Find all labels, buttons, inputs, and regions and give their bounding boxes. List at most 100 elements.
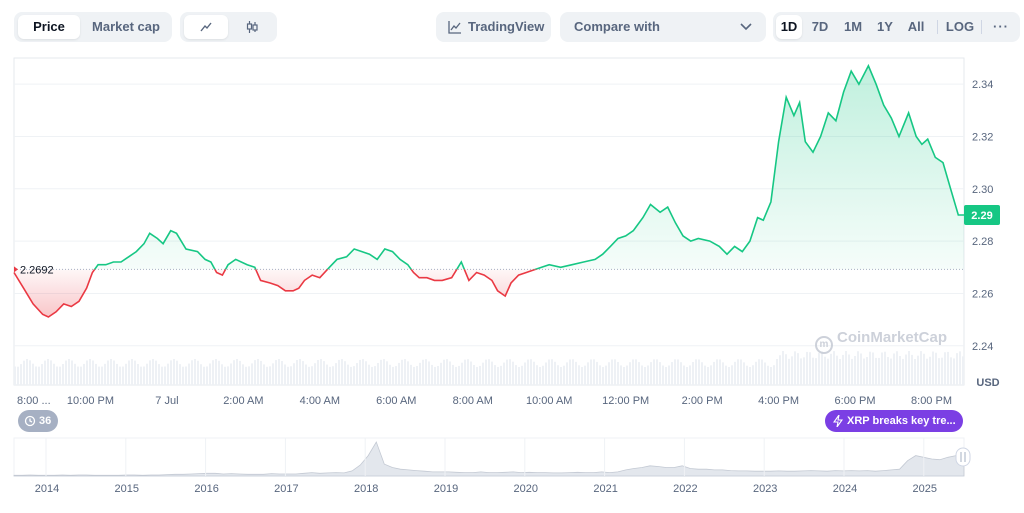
volume-bar: [377, 362, 379, 385]
range-1y[interactable]: 1Y: [877, 19, 893, 34]
volume-bar: [617, 361, 619, 385]
navigator-year-label: 2015: [115, 483, 139, 495]
volume-bar: [353, 366, 355, 385]
volume-bar: [872, 352, 874, 385]
volume-bar: [923, 353, 925, 385]
volume-bar: [134, 360, 136, 385]
volume-bar: [767, 365, 769, 385]
volume-bar: [137, 364, 139, 385]
range-1m[interactable]: 1M: [843, 19, 863, 34]
news-event-badge[interactable]: XRP breaks key tre...: [825, 410, 963, 432]
volume-bar: [677, 359, 679, 385]
volume-bar: [530, 359, 532, 385]
volume-bar: [179, 364, 181, 385]
range-all[interactable]: All: [907, 19, 925, 34]
volume-bar: [350, 366, 352, 385]
volume-bar: [98, 366, 100, 385]
candlestick-button[interactable]: [230, 15, 274, 39]
volume-bar: [62, 363, 64, 385]
range-1d[interactable]: 1D: [776, 15, 802, 39]
lightning-icon: [833, 415, 843, 427]
volume-bar: [404, 359, 406, 385]
volume-bar: [656, 359, 658, 385]
line-chart-button[interactable]: [184, 15, 228, 39]
volume-bar: [956, 353, 958, 385]
volume-bar: [800, 358, 802, 385]
volume-bar: [911, 354, 913, 385]
volume-bar: [308, 366, 310, 385]
volume-bar: [77, 366, 79, 385]
navigator-frame: [13, 437, 965, 477]
compare-with-label: Compare with: [574, 19, 660, 34]
volume-bar: [311, 366, 313, 385]
volume-bar: [527, 359, 529, 385]
volume-bar: [116, 363, 118, 385]
x-tick-label: 4:00 AM: [300, 395, 340, 407]
volume-bar: [599, 365, 601, 385]
volume-bar: [827, 358, 829, 385]
volume-bar: [467, 359, 469, 385]
volume-bar: [725, 365, 727, 385]
volume-bar: [389, 364, 391, 385]
x-tick-label: 12:00 PM: [602, 395, 649, 407]
volume-bar: [314, 363, 316, 385]
volume-bar: [347, 364, 349, 385]
volume-bar: [401, 359, 403, 385]
volume-bar: [794, 351, 796, 385]
volume-bar: [590, 359, 592, 385]
volume-bar: [707, 366, 709, 385]
volume-bar: [788, 358, 790, 385]
tab-price[interactable]: Price: [18, 15, 80, 39]
volume-bar: [209, 363, 211, 385]
volume-bar: [818, 352, 820, 385]
volume-bar: [182, 366, 184, 385]
volume-bar: [281, 361, 283, 385]
tab-market-cap[interactable]: Market cap: [92, 19, 160, 34]
volume-bar: [518, 366, 520, 385]
y-tick-label: 2.30: [972, 184, 993, 196]
price-line-up: [93, 63, 964, 270]
volume-bar: [587, 362, 589, 385]
volume-bar: [683, 365, 685, 385]
compare-with-select[interactable]: Compare with: [560, 12, 766, 42]
volume-bar: [380, 359, 382, 385]
volume-bar: [71, 360, 73, 385]
volume-bar: [293, 363, 295, 385]
range-7d[interactable]: 7D: [811, 19, 829, 34]
volume-bar: [899, 355, 901, 385]
volume-bar: [887, 357, 889, 385]
y-tick-label: 2.28: [972, 236, 993, 248]
volume-bar: [248, 366, 250, 385]
volume-bar: [47, 359, 49, 385]
log-scale-button[interactable]: LOG: [945, 19, 975, 34]
more-options-button[interactable]: ···: [987, 15, 1015, 39]
volume-bar: [260, 360, 262, 385]
volume-bar: [398, 362, 400, 385]
volume-bar: [626, 365, 628, 385]
volume-bar: [851, 358, 853, 385]
volume-bar: [29, 360, 31, 385]
tradingview-button[interactable]: TradingView: [436, 12, 551, 42]
volume-bar: [734, 361, 736, 385]
volume-bar: [239, 360, 241, 385]
volume-bar: [869, 351, 871, 385]
volume-bar: [743, 362, 745, 385]
volume-bar: [203, 366, 205, 385]
volume-bar: [338, 359, 340, 385]
volume-bar: [104, 363, 106, 385]
volume-bar: [773, 365, 775, 385]
volume-bar: [845, 351, 847, 385]
volume-bar: [578, 365, 580, 385]
price-area-up: [94, 65, 964, 270]
volume-bar: [623, 366, 625, 385]
history-events-badge[interactable]: 36: [18, 410, 58, 432]
volume-bar: [317, 359, 319, 385]
volume-bar: [44, 360, 46, 385]
navigator-year-label: 2019: [434, 483, 458, 495]
volume-bar: [122, 366, 124, 385]
volume-bar: [665, 366, 667, 385]
volume-bar: [188, 363, 190, 385]
volume-bar: [149, 360, 151, 385]
volume-bar: [962, 356, 964, 385]
